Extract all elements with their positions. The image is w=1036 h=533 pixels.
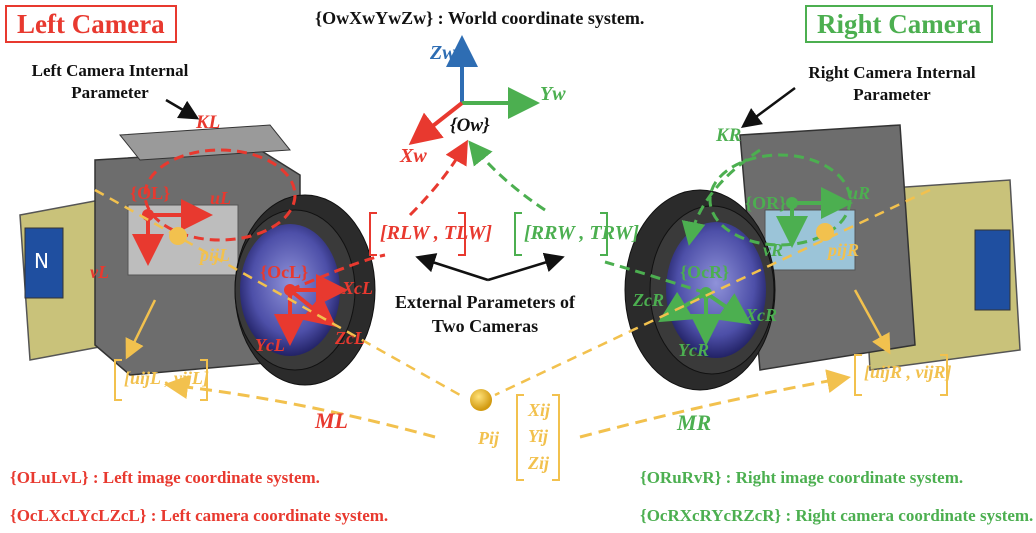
right-camera-image — [624, 124, 1021, 391]
left-external-param: [RLW , TLW] — [380, 222, 493, 244]
right-zc-label: ZcR — [633, 290, 664, 310]
right-camera-title: Right Camera — [805, 5, 994, 43]
left-cam-origin: {OcL} — [260, 262, 309, 282]
left-zc-label: ZcL — [335, 328, 365, 348]
world-origin-label: {Ow} — [450, 115, 490, 136]
right-xc-label: XcR — [745, 305, 778, 325]
left-camera-image: N — [19, 124, 376, 386]
k-right-label: KR — [716, 125, 742, 146]
world-vector-x: Xij — [528, 400, 551, 420]
left-yc-label: YcL — [255, 335, 285, 355]
world-caption: {OwXwYwZw} : World coordinate system. — [315, 8, 645, 28]
mr-label: MR — [677, 410, 712, 435]
left-u-label: uL — [210, 188, 232, 208]
right-yc-label: YcR — [678, 340, 709, 360]
left-camera-title: Left Camera — [5, 5, 177, 43]
world-y-label: Yw — [540, 83, 566, 105]
k-left-label: KL — [196, 112, 221, 133]
external-params-label: External Parameters of Two Cameras — [395, 292, 575, 336]
right-image-origin: {OR} — [745, 193, 787, 213]
left-image-origin: {OL} — [130, 183, 171, 203]
left-internal-label: Left Camera Internal Parameter — [31, 61, 189, 102]
world-x-label: Xw — [400, 145, 427, 167]
legend-left-camera: {OcLXcLYcLZcL} : Left camera coordinate … — [10, 506, 389, 525]
world-vector-z: Zij — [528, 453, 549, 473]
right-point-label: pijR — [828, 240, 860, 260]
legend-left-image: {OLuLvL} : Left image coordinate system. — [10, 468, 320, 487]
right-pixel-coord: [uijR , vijR] — [864, 362, 952, 382]
world-vector-y: Yij — [528, 426, 549, 446]
right-v-label: vR — [763, 240, 783, 260]
legend-right-camera: {OcRXcRYcRZcR} : Right camera coordinate… — [640, 506, 1034, 525]
left-xc-label: XcL — [342, 278, 373, 298]
right-cam-origin: {OcR} — [680, 262, 730, 282]
legend-right-image: {ORuRvR} : Right image coordinate system… — [640, 468, 964, 487]
right-u-label: uR — [848, 183, 871, 203]
right-internal-label: Right Camera Internal Parameter — [808, 63, 976, 104]
right-external-param: [RRW , TRW] — [524, 222, 640, 244]
world-z-label: Zw — [430, 42, 456, 64]
ml-label: ML — [315, 408, 348, 433]
left-v-label: vL — [90, 262, 109, 282]
svg-text:N: N — [34, 249, 49, 273]
world-point-label: Pij — [478, 428, 499, 448]
left-pixel-coord: [uijL , vijL] — [124, 368, 209, 388]
left-point-label: pijL — [200, 245, 230, 265]
